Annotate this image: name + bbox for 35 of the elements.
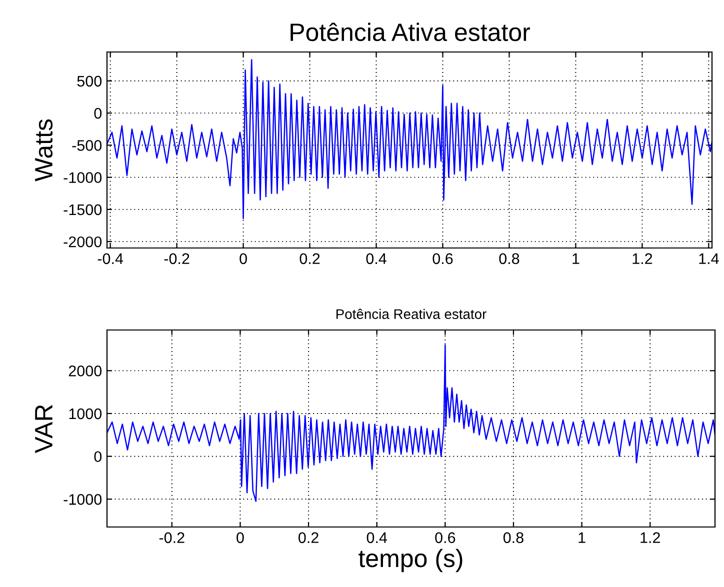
x-tick-label: 1: [578, 532, 586, 543]
chart-title: Potência Reativa estator: [336, 308, 486, 320]
x-tick-label: 0.8: [499, 253, 520, 264]
y-axis-title: VAR: [35, 404, 52, 454]
x-tick-label: 0.8: [503, 532, 524, 544]
x-tick-label: 0.2: [298, 532, 318, 544]
y-tick-label: -1500: [64, 204, 102, 216]
y-tick-label: -1000: [64, 494, 102, 505]
x-tick-label: 0.6: [432, 253, 453, 264]
y-tick-label: -1000: [64, 172, 102, 183]
chart-title: Potência Ativa estator: [290, 22, 530, 42]
y-tick-label: -2000: [64, 236, 102, 248]
x-tick-label: 0.2: [300, 253, 320, 264]
y-tick-label: -500: [72, 140, 102, 151]
x-axis-title: tempo (s): [358, 548, 462, 572]
x-tick-label: 0: [240, 253, 247, 264]
x-tick-label: -0.2: [159, 532, 184, 544]
x-tick-label: 0: [236, 532, 244, 544]
x-tick-label: 0.4: [366, 253, 386, 264]
y-tick-label: 500: [77, 76, 102, 87]
x-tick-label: 1.2: [632, 253, 652, 264]
line-series: [107, 59, 712, 220]
x-tick-label: 0.4: [366, 532, 388, 544]
y-tick-label: 2000: [68, 366, 102, 376]
y-tick-label: 1000: [69, 408, 102, 420]
y-tick-label: 0: [94, 451, 102, 462]
x-tick-label: 1.4: [699, 253, 719, 264]
x-tick-label: 1.2: [640, 532, 660, 543]
x-tick-label: 0.6: [435, 532, 456, 544]
y-axis-title: Watts: [35, 119, 53, 182]
x-tick-label: 1: [572, 253, 580, 264]
line-series: [107, 344, 715, 502]
y-tick-label: 0: [94, 108, 102, 119]
x-tick-label: -0.4: [98, 253, 124, 264]
x-tick-label: -0.2: [164, 253, 190, 264]
